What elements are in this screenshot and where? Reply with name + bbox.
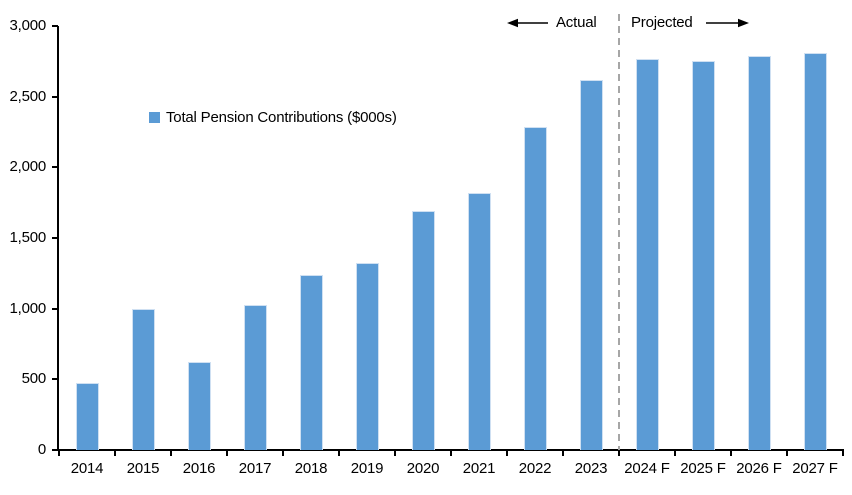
y-tick-mark (52, 166, 58, 169)
bar-2024-F (635, 59, 659, 450)
y-tick-mark (52, 95, 58, 98)
x-tick-mark (506, 450, 508, 456)
y-tick-mark (52, 237, 58, 239)
y-tick-mark (52, 25, 58, 27)
x-tick-label: 2019 (350, 460, 384, 477)
bar-2014 (75, 382, 99, 450)
x-tick-label: 2017 (238, 460, 272, 477)
x-tick-mark (730, 450, 732, 456)
bar-2023 (579, 79, 603, 450)
x-tick-mark (842, 450, 844, 456)
x-tick-label: 2016 (182, 460, 216, 477)
x-tick-label: 2021 (462, 460, 496, 477)
x-tick-label: 2023 (574, 460, 608, 477)
y-tick-mark (52, 449, 58, 451)
bar-2027-F (803, 52, 827, 450)
x-tick-mark (674, 450, 676, 456)
x-tick-mark (618, 450, 620, 456)
y-tick-label: 1,500 (9, 229, 46, 246)
bar-2016 (187, 362, 211, 450)
x-tick-label: 2014 (70, 460, 104, 477)
y-tick-label: 0 (37, 441, 46, 458)
x-tick-mark (170, 450, 172, 456)
x-tick-label: 2022 (518, 460, 552, 477)
x-tick-mark (282, 450, 284, 456)
bar-2025-F (691, 61, 715, 450)
x-tick-label: 2015 (126, 460, 160, 477)
y-tick-mark (52, 307, 58, 310)
legend-label: Total Pension Contributions ($000s) (166, 109, 397, 126)
x-tick-label: 2024 F (624, 460, 670, 477)
x-tick-mark (58, 450, 60, 456)
x-tick-mark (394, 450, 396, 456)
x-tick-mark (562, 450, 564, 456)
y-tick-label: 500 (21, 370, 47, 388)
y-axis-line (57, 26, 59, 451)
legend: Total Pension Contributions ($000s) (149, 109, 397, 126)
x-tick-label: 2026 F (736, 460, 782, 477)
bar-2017 (243, 305, 267, 450)
bar-2022 (523, 127, 547, 450)
x-tick-label: 2025 F (680, 460, 726, 477)
bar-2026-F (747, 56, 771, 450)
x-tick-label: 2020 (406, 460, 440, 477)
bar-2020 (411, 211, 435, 450)
right-arrow-icon (706, 18, 749, 28)
x-tick-label: 2018 (294, 460, 328, 477)
bar-2019 (355, 262, 379, 450)
actual-projected-divider (618, 14, 620, 451)
y-tick-label: 3,000 (9, 17, 46, 34)
x-tick-mark (450, 450, 452, 456)
actual-label: Actual (556, 14, 597, 31)
x-tick-mark (786, 450, 788, 456)
y-tick-mark (52, 378, 58, 381)
bar-2021 (467, 192, 491, 450)
y-tick-label: 2,000 (9, 158, 46, 176)
y-tick-label: 2,500 (9, 87, 46, 105)
x-tick-mark (226, 450, 228, 456)
y-tick-label: 1,000 (9, 299, 46, 317)
x-tick-mark (114, 450, 116, 456)
x-tick-label: 2027 F (792, 460, 838, 477)
projected-label: Projected (631, 14, 693, 31)
left-arrow-icon (507, 18, 548, 28)
bar-2015 (131, 308, 155, 450)
bar-2018 (299, 274, 323, 450)
x-tick-mark (338, 450, 340, 456)
legend-swatch (149, 112, 160, 123)
